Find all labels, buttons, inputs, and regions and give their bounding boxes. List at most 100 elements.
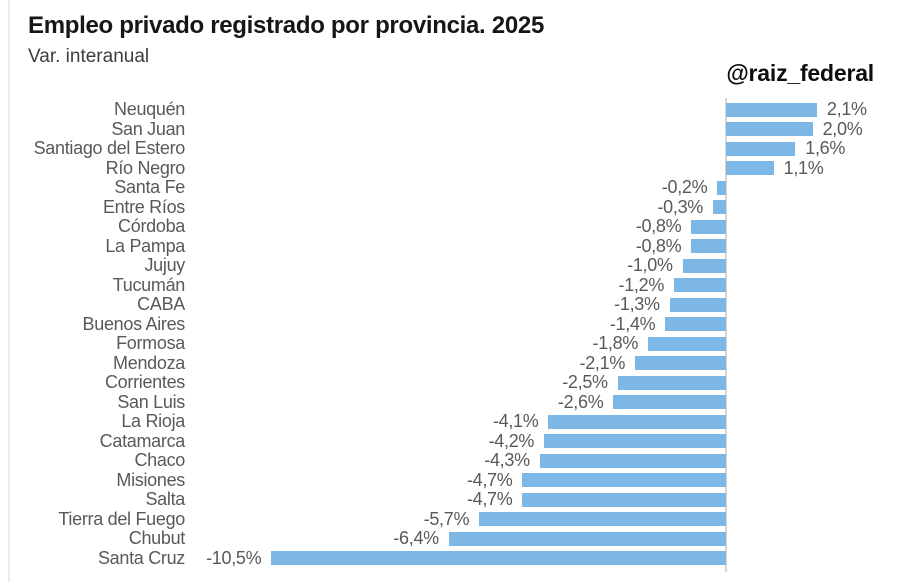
bar [448,531,726,546]
bar-row: Río Negro 1,1% [0,157,900,179]
category-label: San Juan [111,118,185,139]
bar [271,551,726,565]
bar [548,414,726,429]
bar [691,219,726,234]
bar-row: Santa Fe -0,2% [0,177,900,198]
value-label: -0,8% [635,235,682,256]
bar [669,297,726,312]
value-label: -4,7% [466,469,513,490]
bar-row: Salta -4,7% [0,489,900,510]
bar [522,473,726,487]
category-label: San Luis [117,391,185,412]
category-label: Santiago del Estero [33,138,186,158]
bar-row: Jujuy -1,0% [0,255,900,276]
category-label: CABA [137,294,185,314]
bar-row: Formosa -1,8% [0,333,900,354]
value-label: -1,3% [614,294,660,314]
bar [544,434,726,448]
category-label: Formosa [116,333,185,353]
bar-row: San Juan 2,0% [0,118,900,140]
bar-row: Corrientes -2,5% [0,372,900,393]
category-label: Río Negro [105,157,186,178]
bar [617,375,726,390]
value-label: -6,4% [393,528,439,548]
category-label: Córdoba [118,216,185,236]
bar [691,239,726,253]
chart-subtitle: Var. interanual [28,46,150,67]
category-label: Catamarca [99,430,186,451]
bar [479,512,726,526]
category-label: Tierra del Fuego [58,508,185,529]
value-label: 2,1% [826,99,867,119]
zero-axis-line [725,98,727,572]
value-label: 2,0% [822,118,863,139]
value-label: -1,4% [609,313,656,334]
bar [726,122,813,136]
value-label: -0,2% [661,177,708,197]
bar-row: La Rioja -4,1% [0,411,900,432]
bar-row: CABA -1,3% [0,294,900,315]
value-label: -1,8% [592,333,639,353]
value-label: -4,7% [466,489,513,509]
value-label: -1,2% [618,274,665,295]
bar-row: Chubut -6,4% [0,528,900,549]
bar-row: Chaco -4,3% [0,450,900,471]
category-label: Mendoza [113,352,185,373]
bar [539,453,726,468]
bar-row: Santa Cruz -10,5% [0,547,900,569]
value-label: -0,8% [635,216,682,236]
category-label: Santa Fe [114,177,185,197]
bar-row: Misiones -4,7% [0,469,900,491]
category-label: La Rioja [121,411,185,431]
bar-row: Córdoba -0,8% [0,216,900,237]
bar [726,161,774,175]
bar [613,395,726,409]
bar-row: Mendoza -2,1% [0,352,900,374]
bar-row: Entre Ríos -0,3% [0,196,900,218]
attribution-handle: @raiz_federal [726,60,874,86]
bar [682,258,726,273]
category-label: Santa Cruz [97,547,185,568]
value-label: -1,0% [627,255,673,275]
value-label: -4,3% [484,450,530,470]
bar-row: San Luis -2,6% [0,391,900,413]
bar [726,102,817,117]
bar-row: Catamarca -4,2% [0,430,900,452]
value-label: -10,5% [206,547,262,568]
value-label: 1,6% [805,138,846,158]
category-label: Tucumán [112,274,186,295]
value-label: -0,3% [657,196,703,217]
category-label: Entre Ríos [102,196,185,217]
value-label: 1,1% [783,157,824,178]
bar [635,356,726,370]
bar-row: La Pampa -0,8% [0,235,900,257]
bar [674,278,726,292]
category-label: La Pampa [105,235,185,256]
bar-row: Tierra del Fuego -5,7% [0,508,900,530]
value-label: -4,1% [492,411,539,431]
bar-row: Santiago del Estero 1,6% [0,138,900,159]
category-label: Misiones [116,469,185,490]
bar-row: Neuquén 2,1% [0,99,900,120]
chart-title: Empleo privado registrado por provincia.… [28,12,544,39]
bar-row: Buenos Aires -1,4% [0,313,900,335]
category-label: Corrientes [104,372,185,392]
category-label: Salta [145,489,185,509]
category-label: Buenos Aires [82,313,186,334]
category-label: Chaco [134,450,185,470]
bar [648,336,726,351]
category-label: Chubut [128,528,186,548]
value-label: -4,2% [488,430,535,451]
value-label: -2,5% [562,372,608,392]
bar [713,200,726,214]
bar [522,492,726,507]
value-label: -2,6% [557,391,604,412]
value-label: -5,7% [423,508,470,529]
left-edge-line [8,0,10,582]
bar-rows: Neuquén 2,1% San Juan 2,0% Santiago del Este… [0,99,900,569]
bar [717,180,726,195]
category-label: Neuquén [114,99,185,119]
bar [726,141,796,156]
category-label: Jujuy [144,255,185,275]
